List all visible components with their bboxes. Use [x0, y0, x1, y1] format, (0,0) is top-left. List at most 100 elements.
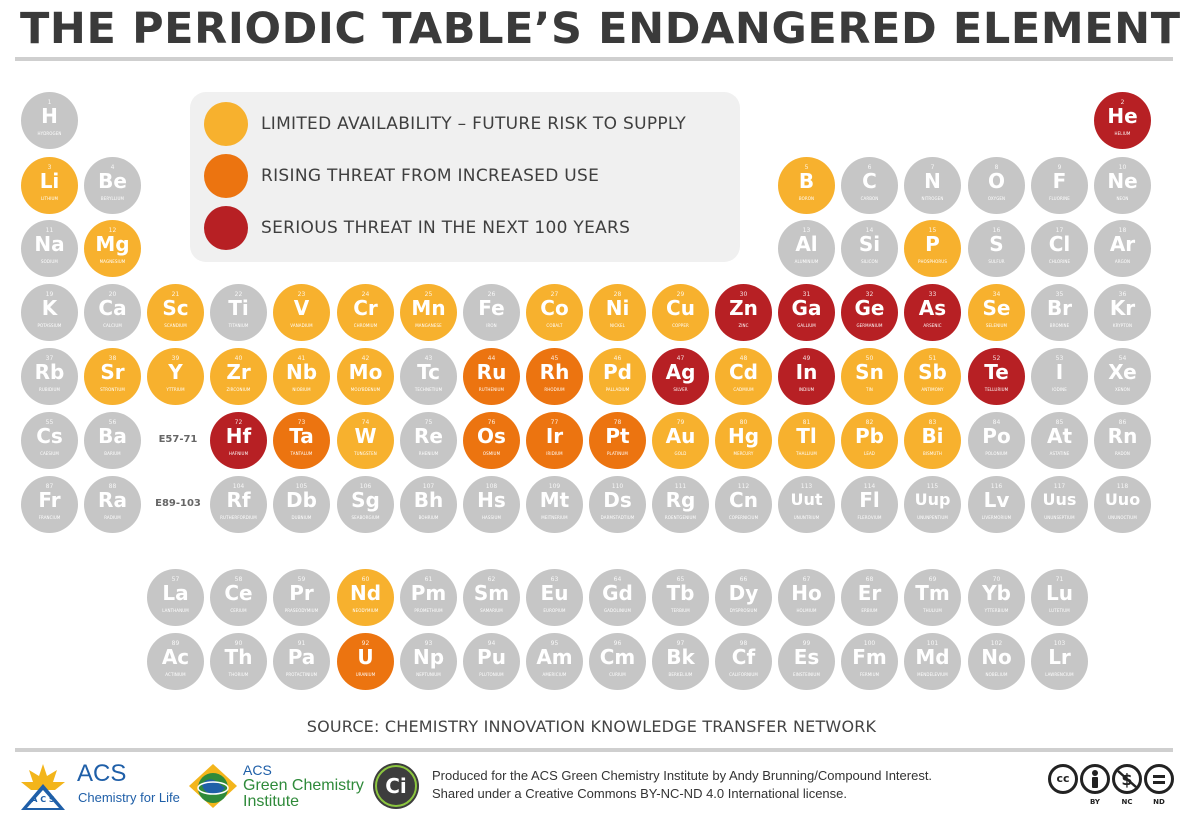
element-name: THORIUM [228, 672, 249, 677]
element-pd: 46 Pd PALLADIUM [589, 348, 646, 405]
element-name: TITANIUM [228, 323, 249, 328]
element-name: ARGON [1114, 259, 1131, 264]
element-number: 109 [548, 483, 561, 490]
element-name: EINSTEINIUM [792, 672, 821, 677]
element-number: 26 [487, 291, 496, 298]
element-name: LUTETIUM [1049, 608, 1070, 613]
element-symbol: Mt [539, 488, 570, 512]
element-symbol: Sn [855, 360, 884, 384]
element-number: 118 [1116, 483, 1129, 490]
element-number: 73 [297, 419, 306, 426]
element-symbol: As [918, 296, 947, 320]
element-name: HELIUM [1114, 131, 1131, 136]
element-symbol: Cs [36, 424, 63, 448]
element-name: BORON [798, 196, 815, 201]
element-number: 63 [550, 576, 559, 583]
element-symbol: B [798, 169, 815, 193]
element-symbol: Bh [413, 488, 444, 512]
element-number: 46 [613, 355, 622, 362]
element-number: 100 [863, 640, 876, 647]
element-symbol: Tc [417, 360, 440, 384]
element-number: 101 [926, 640, 939, 647]
element-at: 85 At ASTATINE [1031, 412, 1088, 469]
element-symbol: Ru [476, 360, 507, 384]
element-name: IODINE [1052, 387, 1067, 392]
cc-icon: cc [1048, 764, 1078, 794]
element-name: MANGANESE [415, 323, 442, 328]
legend-item-serious: SERIOUS THREAT IN THE NEXT 100 YEARS [204, 206, 630, 250]
element-number: 25 [424, 291, 433, 298]
element-name: CAESIUM [40, 451, 59, 456]
element-symbol: Au [665, 424, 696, 448]
element-number: 49 [802, 355, 811, 362]
element-se: 34 Se SELENIUM [968, 284, 1025, 341]
element-uus: 117 Uus UNUNSEPTIUM [1031, 476, 1088, 533]
credit-text: Produced for the ACS Green Chemistry Ins… [432, 767, 932, 803]
element-er: 68 Er ERBIUM [841, 569, 898, 626]
element-u: 92 U URANIUM [337, 633, 394, 690]
element-name: IRIDIUM [546, 451, 563, 456]
element-cl: 17 Cl CHLORINE [1031, 220, 1088, 277]
noncommercial-dollar-icon: $ [1112, 764, 1142, 794]
element-name: HYDROGEN [37, 131, 62, 136]
element-name: MENDELEVIUM [917, 672, 948, 677]
element-number: 3 [47, 164, 52, 171]
element-name: HAFNIUM [228, 451, 249, 456]
element-name: UNUNOCTIUM [1108, 515, 1137, 520]
element-number: 44 [487, 355, 496, 362]
element-name: DYSPROSIUM [729, 608, 758, 613]
element-number: 99 [802, 640, 811, 647]
element-name: SILICON [861, 259, 878, 264]
element-number: 66 [739, 576, 748, 583]
element-np: 93 Np NEPTUNIUM [400, 633, 457, 690]
element-symbol: Rf [226, 488, 251, 512]
element-number: 13 [802, 227, 811, 234]
element-number: 112 [737, 483, 750, 490]
element-symbol: C [862, 169, 877, 193]
element-name: TELLURIUM [984, 387, 1009, 392]
element-number: 50 [865, 355, 874, 362]
element-symbol: I [1055, 360, 1064, 384]
element-name: DUBNIUM [291, 515, 312, 520]
element-symbol: Md [915, 645, 950, 669]
element-number: 11 [45, 227, 54, 234]
element-ir: 77 Ir IRIDIUM [526, 412, 583, 469]
element-symbol: Br [1046, 296, 1073, 320]
element-name: GALLIUM [797, 323, 816, 328]
element-name: THULIUM [923, 608, 942, 613]
element-symbol: Li [39, 169, 60, 193]
element-bh: 107 Bh BOHRIUM [400, 476, 457, 533]
element-name: GADOLINIUM [603, 608, 632, 613]
element-symbol: Ge [854, 296, 885, 320]
element-th: 90 Th THORIUM [210, 633, 267, 690]
element-name: COPPER [672, 323, 689, 328]
element-number: 76 [487, 419, 496, 426]
element-symbol: Rn [1107, 424, 1138, 448]
element-symbol: Cu [666, 296, 695, 320]
element-tb: 65 Tb TERBIUM [652, 569, 709, 626]
element-number: 115 [926, 483, 939, 490]
element-number: 18 [1118, 227, 1127, 234]
element-number: 89 [171, 640, 180, 647]
element-symbol: V [293, 296, 310, 320]
element-symbol: K [41, 296, 58, 320]
element-number: 19 [45, 291, 54, 298]
element-name: ROENTGENIUM [664, 515, 697, 520]
element-cu: 29 Cu COPPER [652, 284, 709, 341]
element-te: 52 Te TELLURIUM [968, 348, 1025, 405]
element-symbol: Dy [728, 581, 759, 605]
element-number: 17 [1055, 227, 1064, 234]
element-number: 47 [676, 355, 685, 362]
element-symbol: Ar [1109, 232, 1136, 256]
element-pt: 78 Pt PLATINUM [589, 412, 646, 469]
element-number: 51 [928, 355, 937, 362]
element-number: 41 [297, 355, 306, 362]
element-number: 75 [424, 419, 433, 426]
element-fm: 100 Fm FERMIUM [841, 633, 898, 690]
element-number: 55 [45, 419, 54, 426]
element-number: 85 [1055, 419, 1064, 426]
element-symbol: Ir [545, 424, 564, 448]
element-number: 6 [867, 164, 872, 171]
element-rb: 37 Rb RUBIDIUM [21, 348, 78, 405]
element-number: 92 [361, 640, 370, 647]
